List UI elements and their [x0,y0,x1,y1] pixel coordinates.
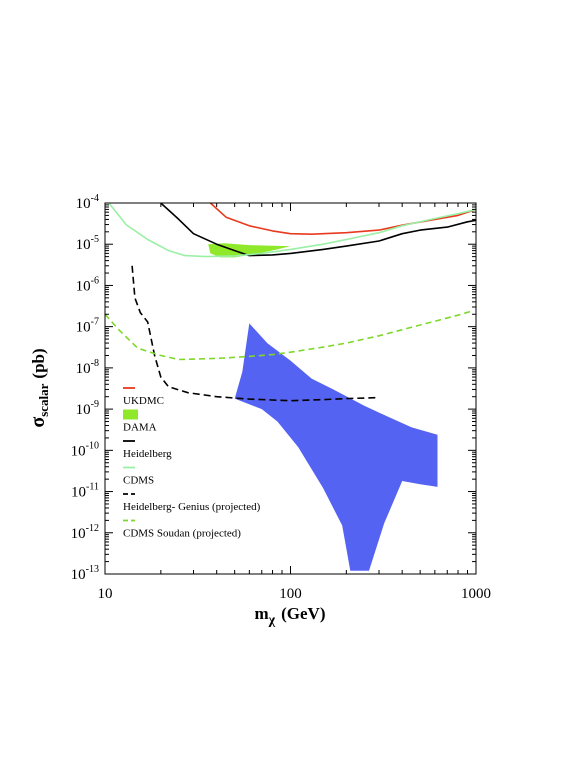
y-tick-label-exponent: -12 [86,523,99,534]
y-tick-label-exponent: -6 [91,275,99,286]
legend-label: Heidelberg [123,448,172,460]
series-cdms-soudan-projected [105,310,473,361]
y-axis-title-subscript: scalar [36,383,51,416]
y-tick-label-exponent: -8 [91,358,99,369]
legend-label: UKDMC [123,395,164,407]
y-tick-label-exponent: -9 [91,399,99,410]
y-tick-label-exponent: -13 [86,564,99,575]
y-tick-label-base: 10 [76,237,91,253]
y-tick-label-base: 10 [71,567,86,583]
legend-label: CDMS Soudan (projected) [123,528,241,540]
y-tick-label-base: 10 [71,526,86,542]
y-axis-title-main: σ [27,417,49,428]
y-tick-label: 10-10 [71,440,99,459]
legend-item-heidelberg: Heidelberg [123,440,172,460]
y-tick-label: 10-12 [71,523,99,542]
y-tick-label-exponent: -10 [86,440,99,451]
y-tick-label: 10-4 [76,193,99,212]
legend-label: CDMS [123,475,154,487]
y-tick-label-base: 10 [76,361,91,377]
y-tick-label-base: 10 [76,320,91,336]
y-tick-label: 10-11 [71,482,99,501]
legend-swatch [123,409,138,420]
y-tick-label-exponent: -11 [86,482,99,493]
series-heidelberg-genius-projected [131,265,380,402]
x-axis-title-main: m [254,604,268,623]
x-tick-label: 1000 [461,586,491,602]
y-axis-title: σscalar (pb) [27,348,51,427]
y-tick-label-base: 10 [71,485,86,501]
y-tick-label-exponent: -7 [91,317,99,328]
y-tick-label-exponent: -5 [91,234,99,245]
series-allowed-region [234,323,438,571]
y-tick-label: 10-6 [76,275,99,294]
y-tick-label: 10-9 [76,399,99,418]
legend-item-dama: DAMA [123,409,157,434]
series-cdms [108,203,476,258]
legend-label: Heidelberg- Genius (projected) [123,501,261,513]
legend-label: DAMA [123,422,157,434]
series-layer [105,203,476,571]
legend: UKDMC DAMA Heidelberg CDMS Heidelberg- Geniu… [123,387,261,540]
legend-item-cdms: CDMS [123,466,154,487]
x-axis-title-subscript: χ [268,613,276,628]
y-tick-label-base: 10 [76,196,91,212]
y-tick-label: 10-5 [76,234,99,253]
legend-item-cdms-soudan-projected: CDMS Soudan (projected) [123,519,241,540]
y-tick-label-base: 10 [76,278,91,294]
y-tick-label: 10-8 [76,358,99,377]
series-ukdmc [209,203,476,235]
x-axis-title: mχ (GeV) [254,604,325,628]
y-tick-label-base: 10 [76,402,91,418]
y-tick-label-exponent: -4 [91,193,99,204]
series-dama [208,243,291,258]
tick-layer: 10 100 100010-410-510-610-710-810-910-1010… [71,193,491,602]
y-tick-label-base: 10 [71,443,86,459]
x-tick-label: 100 [279,586,302,602]
x-axis-title-unit: (GeV) [281,604,325,623]
series-heidelberg [160,203,476,257]
y-axis-title-unit: (pb) [29,348,48,378]
x-tick-label: 10 [98,586,113,602]
y-tick-label: 10-13 [71,564,99,583]
legend-item-ukdmc: UKDMC [123,387,164,407]
y-tick-label: 10-7 [76,317,99,336]
legend-item-heidelberg-genius-projected: Heidelberg- Genius (projected) [123,493,261,513]
